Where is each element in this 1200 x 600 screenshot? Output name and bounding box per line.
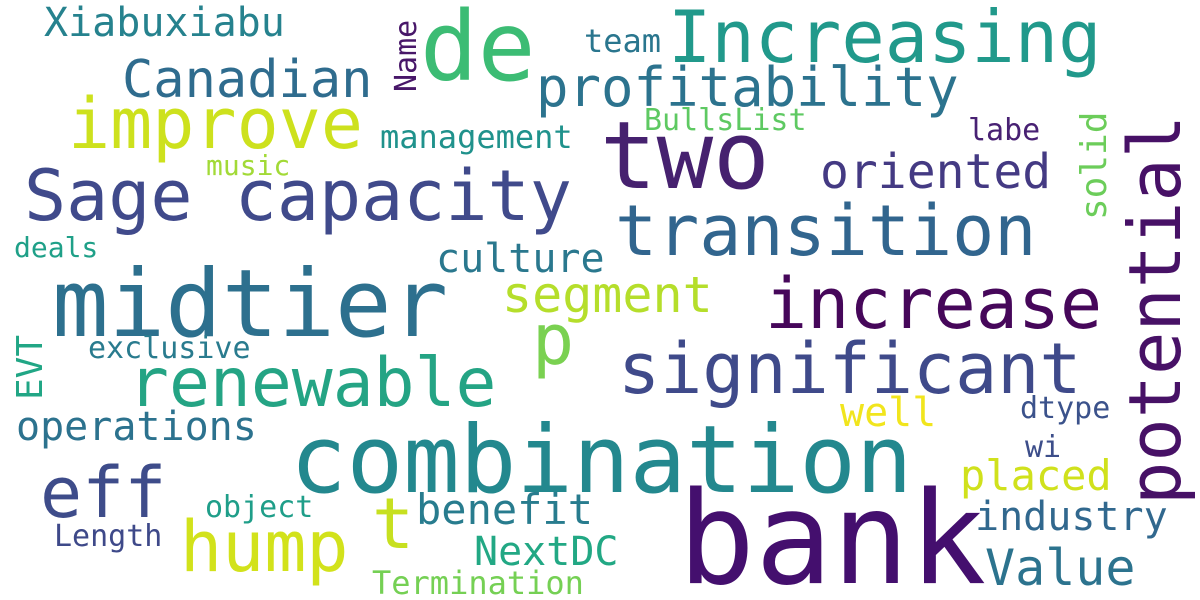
word-music: music — [206, 149, 290, 182]
word-sage-capacity: Sage capacity — [24, 155, 572, 237]
word-culture: culture — [436, 236, 605, 282]
word-deals: deals — [14, 231, 98, 264]
word-bank: bank — [678, 465, 986, 600]
word-operations: operations — [16, 404, 257, 450]
word-length: Length — [54, 519, 162, 554]
word-name: Name — [389, 20, 424, 92]
word-increasing: Increasing — [668, 0, 1101, 79]
word-team: team — [584, 22, 661, 60]
word-increase: increase — [765, 263, 1102, 345]
word-combination: combination — [290, 406, 913, 515]
word-benefit: benefit — [416, 485, 593, 534]
word-industry: industry — [975, 494, 1168, 540]
word-value: Value — [985, 539, 1136, 597]
word-t: t — [372, 483, 414, 565]
word-two: two — [600, 102, 770, 211]
word-transition: transition — [615, 190, 1036, 272]
word-profitability: profitability — [536, 56, 959, 119]
word-nextdc: NextDC — [474, 529, 619, 575]
word-object: object — [205, 490, 313, 525]
word-placed: placed — [960, 451, 1112, 500]
word-xiabuxiabu: Xiabuxiabu — [44, 0, 285, 46]
word-exclusive: exclusive — [88, 331, 251, 366]
word-segment: segment — [502, 266, 713, 324]
word-oriented: oriented — [820, 144, 1051, 200]
word-potential: potential — [1113, 115, 1197, 505]
word-renewable: renewable — [128, 344, 496, 423]
word-midtier: midtier — [52, 250, 448, 359]
word-de: de — [420, 0, 536, 103]
word-improve: improve — [68, 83, 363, 165]
word-solid: solid — [1074, 112, 1115, 220]
word-bullslist: BullsList — [644, 103, 807, 138]
word-labe: labe — [968, 113, 1040, 148]
word-wi: wi — [1025, 430, 1061, 465]
word-well: well — [840, 390, 936, 436]
word-significant: significant — [618, 328, 1082, 410]
word-p: p — [532, 299, 574, 381]
word-evt: EVT — [10, 335, 51, 400]
word-eff: eff — [40, 452, 166, 534]
word-dtype: dtype — [1020, 391, 1110, 426]
word-termination: Termination — [372, 564, 584, 600]
word-hump: hump — [180, 506, 349, 588]
word-canadian: Canadian — [122, 50, 372, 110]
word-management: management — [380, 118, 573, 156]
